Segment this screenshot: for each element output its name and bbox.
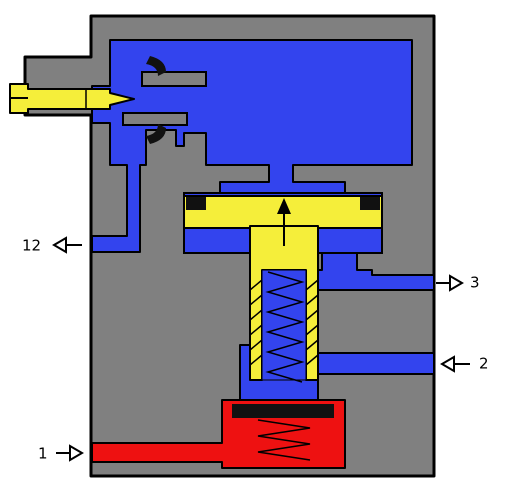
port-1-arrow [56,444,84,462]
spring-icon [265,271,305,383]
port-12-arrow [52,236,82,254]
port-3-label: 3 [470,274,480,292]
port-12-label: 12 [22,237,41,255]
port-1-label: 1 [38,445,48,463]
port-3-arrow [436,274,464,292]
port-2-label: 2 [479,355,489,373]
supply-chamber [91,399,346,469]
nozzle-flaps [146,56,166,144]
port-2-arrow [440,355,470,373]
arrow-up-icon [277,198,291,246]
adjustment-screw-icon[interactable] [9,83,135,114]
